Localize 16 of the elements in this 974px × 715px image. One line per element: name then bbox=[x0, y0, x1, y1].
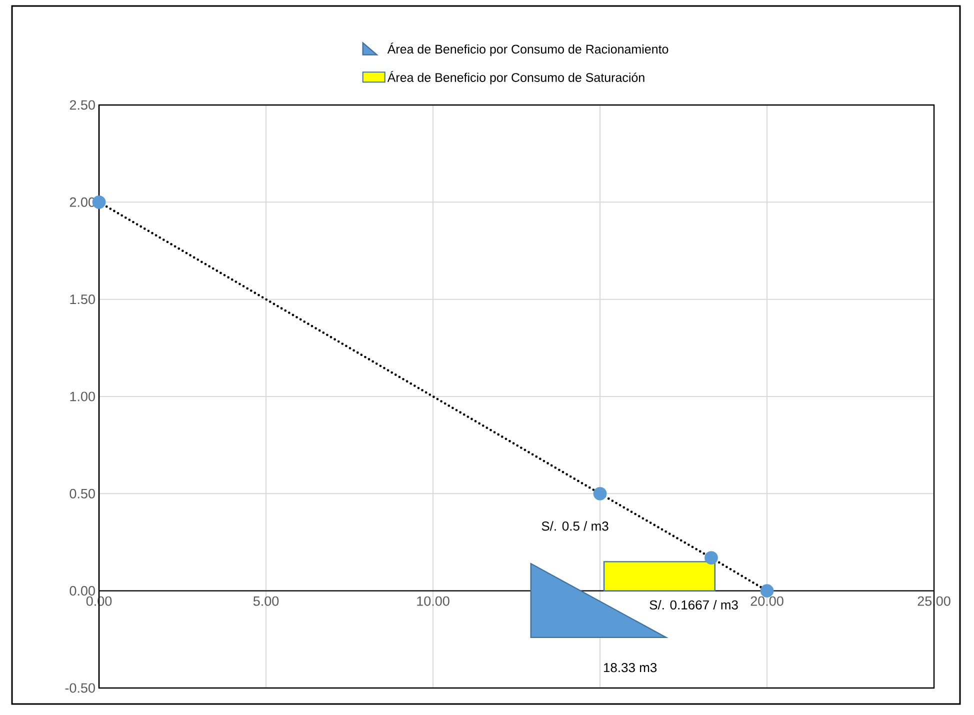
point bbox=[593, 486, 607, 500]
x-tick-label: 20.00 bbox=[750, 596, 784, 606]
y-tick-label: 0.00 bbox=[70, 586, 95, 596]
y-tick-label: 0.50 bbox=[70, 488, 95, 498]
y-tick-label: 1.00 bbox=[70, 392, 95, 402]
x-tick-label: 5.00 bbox=[253, 596, 279, 606]
y-tick-label: 1.50 bbox=[70, 294, 95, 304]
point bbox=[704, 551, 718, 564]
y-tick-label: -0.50 bbox=[65, 683, 95, 693]
annotation: 18.33 m3 bbox=[604, 662, 657, 672]
annotation: S/. 0.5 / m3 bbox=[542, 521, 608, 531]
legend-label: Área de Beneficio por Consumo de Racionamiento bbox=[387, 42, 668, 56]
legend-label: Área de Beneficio por Consumo de Saturación bbox=[387, 70, 644, 84]
annotation: S/. 0.1667 / m3 bbox=[650, 600, 738, 610]
y-tick-label: 2.50 bbox=[70, 100, 95, 110]
x-tick-label: 10.00 bbox=[417, 596, 450, 606]
